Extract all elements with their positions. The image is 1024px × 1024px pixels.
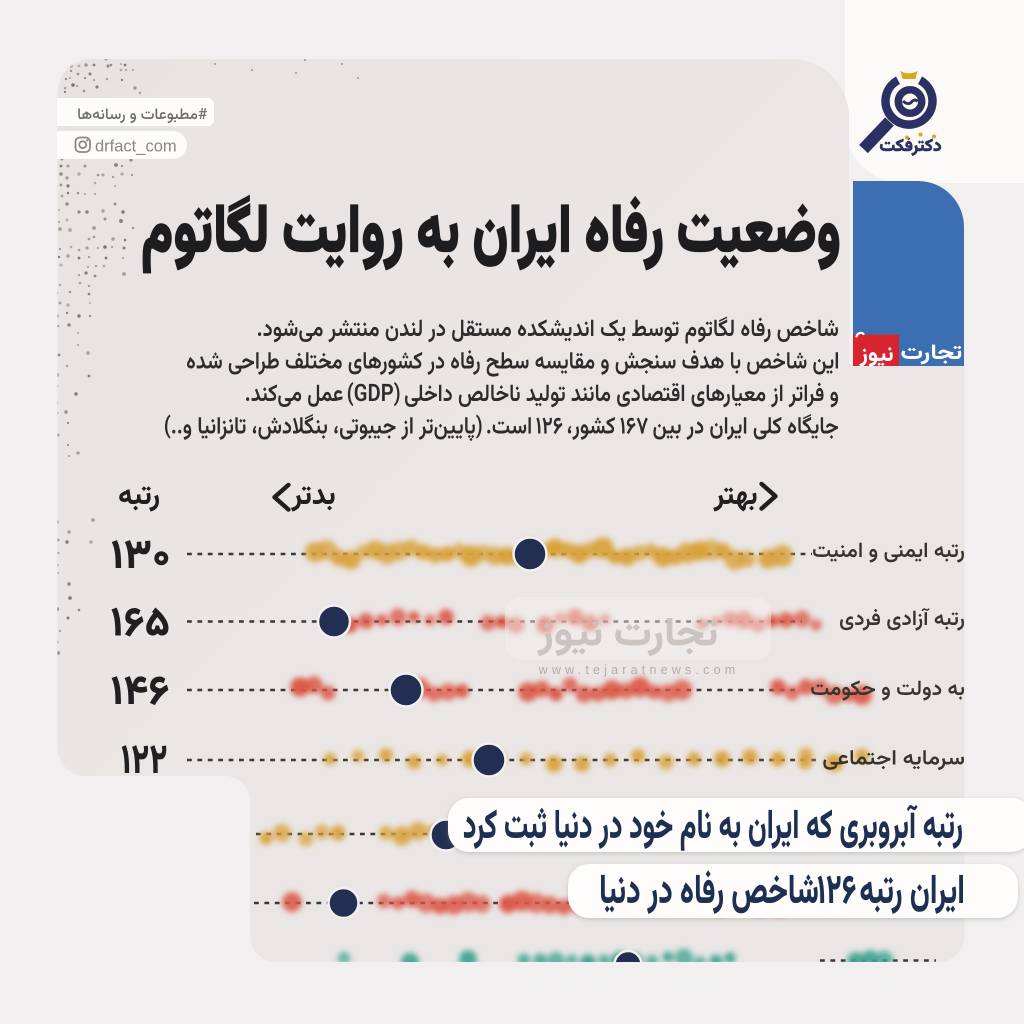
svg-text:www.tejaratnews.com: www.tejaratnews.com bbox=[538, 663, 740, 677]
svg-text:drfact_com: drfact_com bbox=[95, 138, 177, 156]
